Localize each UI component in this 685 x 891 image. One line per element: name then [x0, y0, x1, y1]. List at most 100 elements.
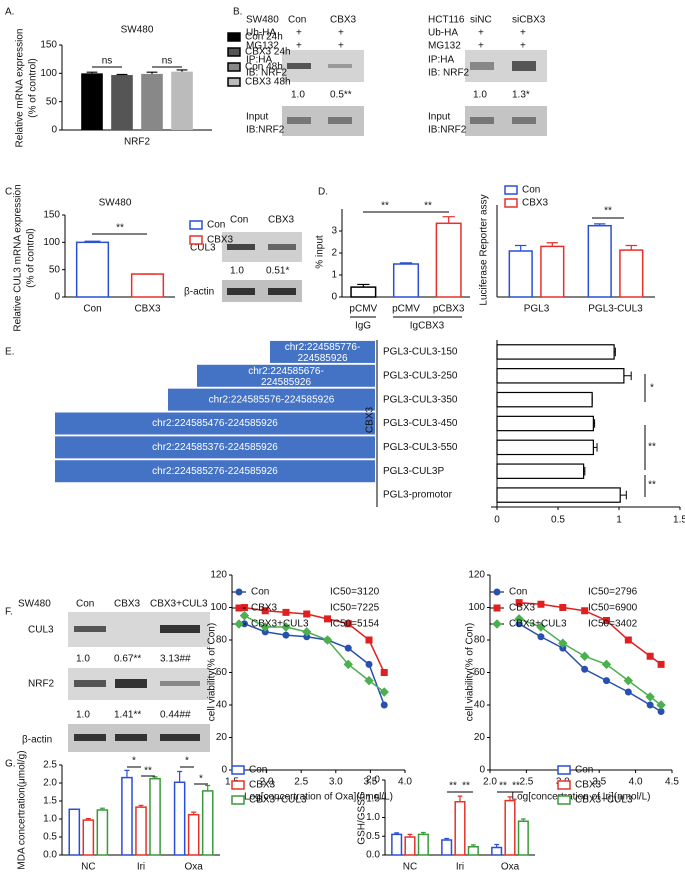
annotation: ** — [144, 766, 152, 777]
bar — [75, 241, 110, 298]
error-bar — [444, 837, 450, 840]
bar — [496, 487, 621, 503]
error-bar — [420, 831, 426, 835]
panel-label: G. — [5, 759, 16, 770]
point — [239, 610, 250, 621]
point — [365, 660, 373, 668]
y-axis-label: (% of control) — [26, 228, 37, 287]
line — [244, 606, 385, 673]
blot-label: CUL3 — [28, 625, 54, 636]
bar — [467, 846, 479, 856]
legend-marker — [493, 588, 501, 596]
point — [537, 600, 545, 608]
annotation: ** — [462, 781, 470, 792]
blot-band — [160, 681, 200, 686]
y-tick-label: 0 — [331, 292, 337, 303]
x-tick-label: 3.5 — [363, 777, 377, 788]
panel-label: A. — [5, 7, 14, 18]
bar — [173, 781, 186, 856]
x-axis-label: Log[concertration of Oxa](nmol/L) — [244, 792, 393, 803]
y-tick-label: PGL3-CUL3-550 — [383, 442, 458, 453]
bar — [68, 808, 81, 856]
y-tick-label: 100 — [468, 602, 485, 613]
point — [261, 607, 269, 615]
region-bar — [270, 340, 375, 363]
blot-band — [160, 734, 200, 741]
legend-label: Con 24h — [245, 32, 283, 43]
blot-band — [227, 288, 255, 295]
blot-label: 0.67** — [114, 654, 141, 665]
bar — [171, 71, 193, 130]
bar — [619, 249, 644, 298]
bar — [496, 368, 625, 384]
legend-swatch — [231, 780, 245, 790]
blot-label: MG132 — [428, 41, 461, 52]
blot-label: β-actin — [22, 735, 52, 746]
y-tick-label: 80 — [474, 635, 486, 646]
legend-marker — [234, 619, 244, 629]
legend-swatch — [227, 47, 241, 57]
bar — [491, 846, 503, 856]
legend-label: CBX3 48h — [245, 77, 291, 88]
x-tick-label: 1 — [616, 515, 622, 526]
line — [518, 618, 662, 706]
blot-band — [74, 734, 106, 741]
legend-label: CBX3 — [509, 603, 536, 614]
blot-label: CBX3 — [330, 15, 357, 26]
y-tick-label: 100 — [210, 602, 227, 613]
x-tick-label: 0 — [494, 515, 500, 526]
legend-marker — [492, 619, 502, 629]
bar — [121, 776, 133, 856]
point — [365, 636, 373, 644]
x-tick-label: Iri — [456, 862, 464, 873]
blot-label: IB: NRF2 — [246, 68, 288, 79]
legend-label: CBX3+CUL3 — [509, 619, 567, 630]
legend-swatch — [189, 220, 203, 230]
error-bar — [86, 71, 98, 74]
point — [579, 651, 590, 661]
point — [536, 622, 546, 632]
error-bar — [116, 73, 128, 76]
blot-label: Con — [76, 599, 94, 610]
error-bar — [494, 843, 500, 848]
blot-label: + — [520, 41, 526, 52]
x-axis-label: Log[concertration of Iri](nmol/L) — [512, 792, 651, 803]
y-tick-label: 100 — [40, 68, 57, 79]
bar — [404, 836, 416, 856]
y-tick-label: 40 — [216, 700, 228, 711]
blot-label: 1.41** — [114, 710, 141, 721]
x-tick-label: NC — [403, 862, 417, 873]
blot-band — [115, 734, 147, 741]
line — [244, 623, 385, 706]
y-axis-label: Luciferase Reporter assy — [479, 194, 490, 305]
y-tick-label: 100 — [43, 237, 60, 248]
blot-band — [328, 64, 352, 68]
y-tick-label: 0.0 — [43, 850, 57, 861]
x-tick-label: Oxa — [501, 862, 520, 873]
annotation: ** — [648, 442, 656, 453]
blot-label: + — [338, 41, 344, 52]
y-tick-label: 60 — [474, 667, 486, 678]
bar — [435, 222, 462, 298]
legend-swatch — [504, 185, 518, 195]
y-tick-label: 150 — [43, 210, 60, 221]
panel-label: C. — [5, 187, 15, 198]
blot-label: IB: NRF2 — [428, 68, 470, 79]
legend-marker — [493, 604, 501, 612]
legend-label: CBX3 — [575, 780, 602, 791]
group-label: IgG — [355, 321, 371, 332]
y-tick-label: 0 — [51, 125, 57, 136]
point — [624, 688, 632, 696]
y-tick-label: 20 — [474, 732, 486, 743]
error-bar — [177, 770, 183, 783]
error-bar — [470, 844, 476, 847]
blot-label: Input — [246, 112, 268, 123]
annotation: ** — [499, 781, 507, 792]
panel-label: F. — [5, 607, 13, 618]
point — [656, 700, 666, 710]
region-bar — [55, 412, 375, 435]
panel-label: E. — [5, 347, 14, 358]
legend-marker — [235, 604, 243, 612]
error-bar — [146, 71, 158, 74]
region-bar — [197, 364, 375, 387]
